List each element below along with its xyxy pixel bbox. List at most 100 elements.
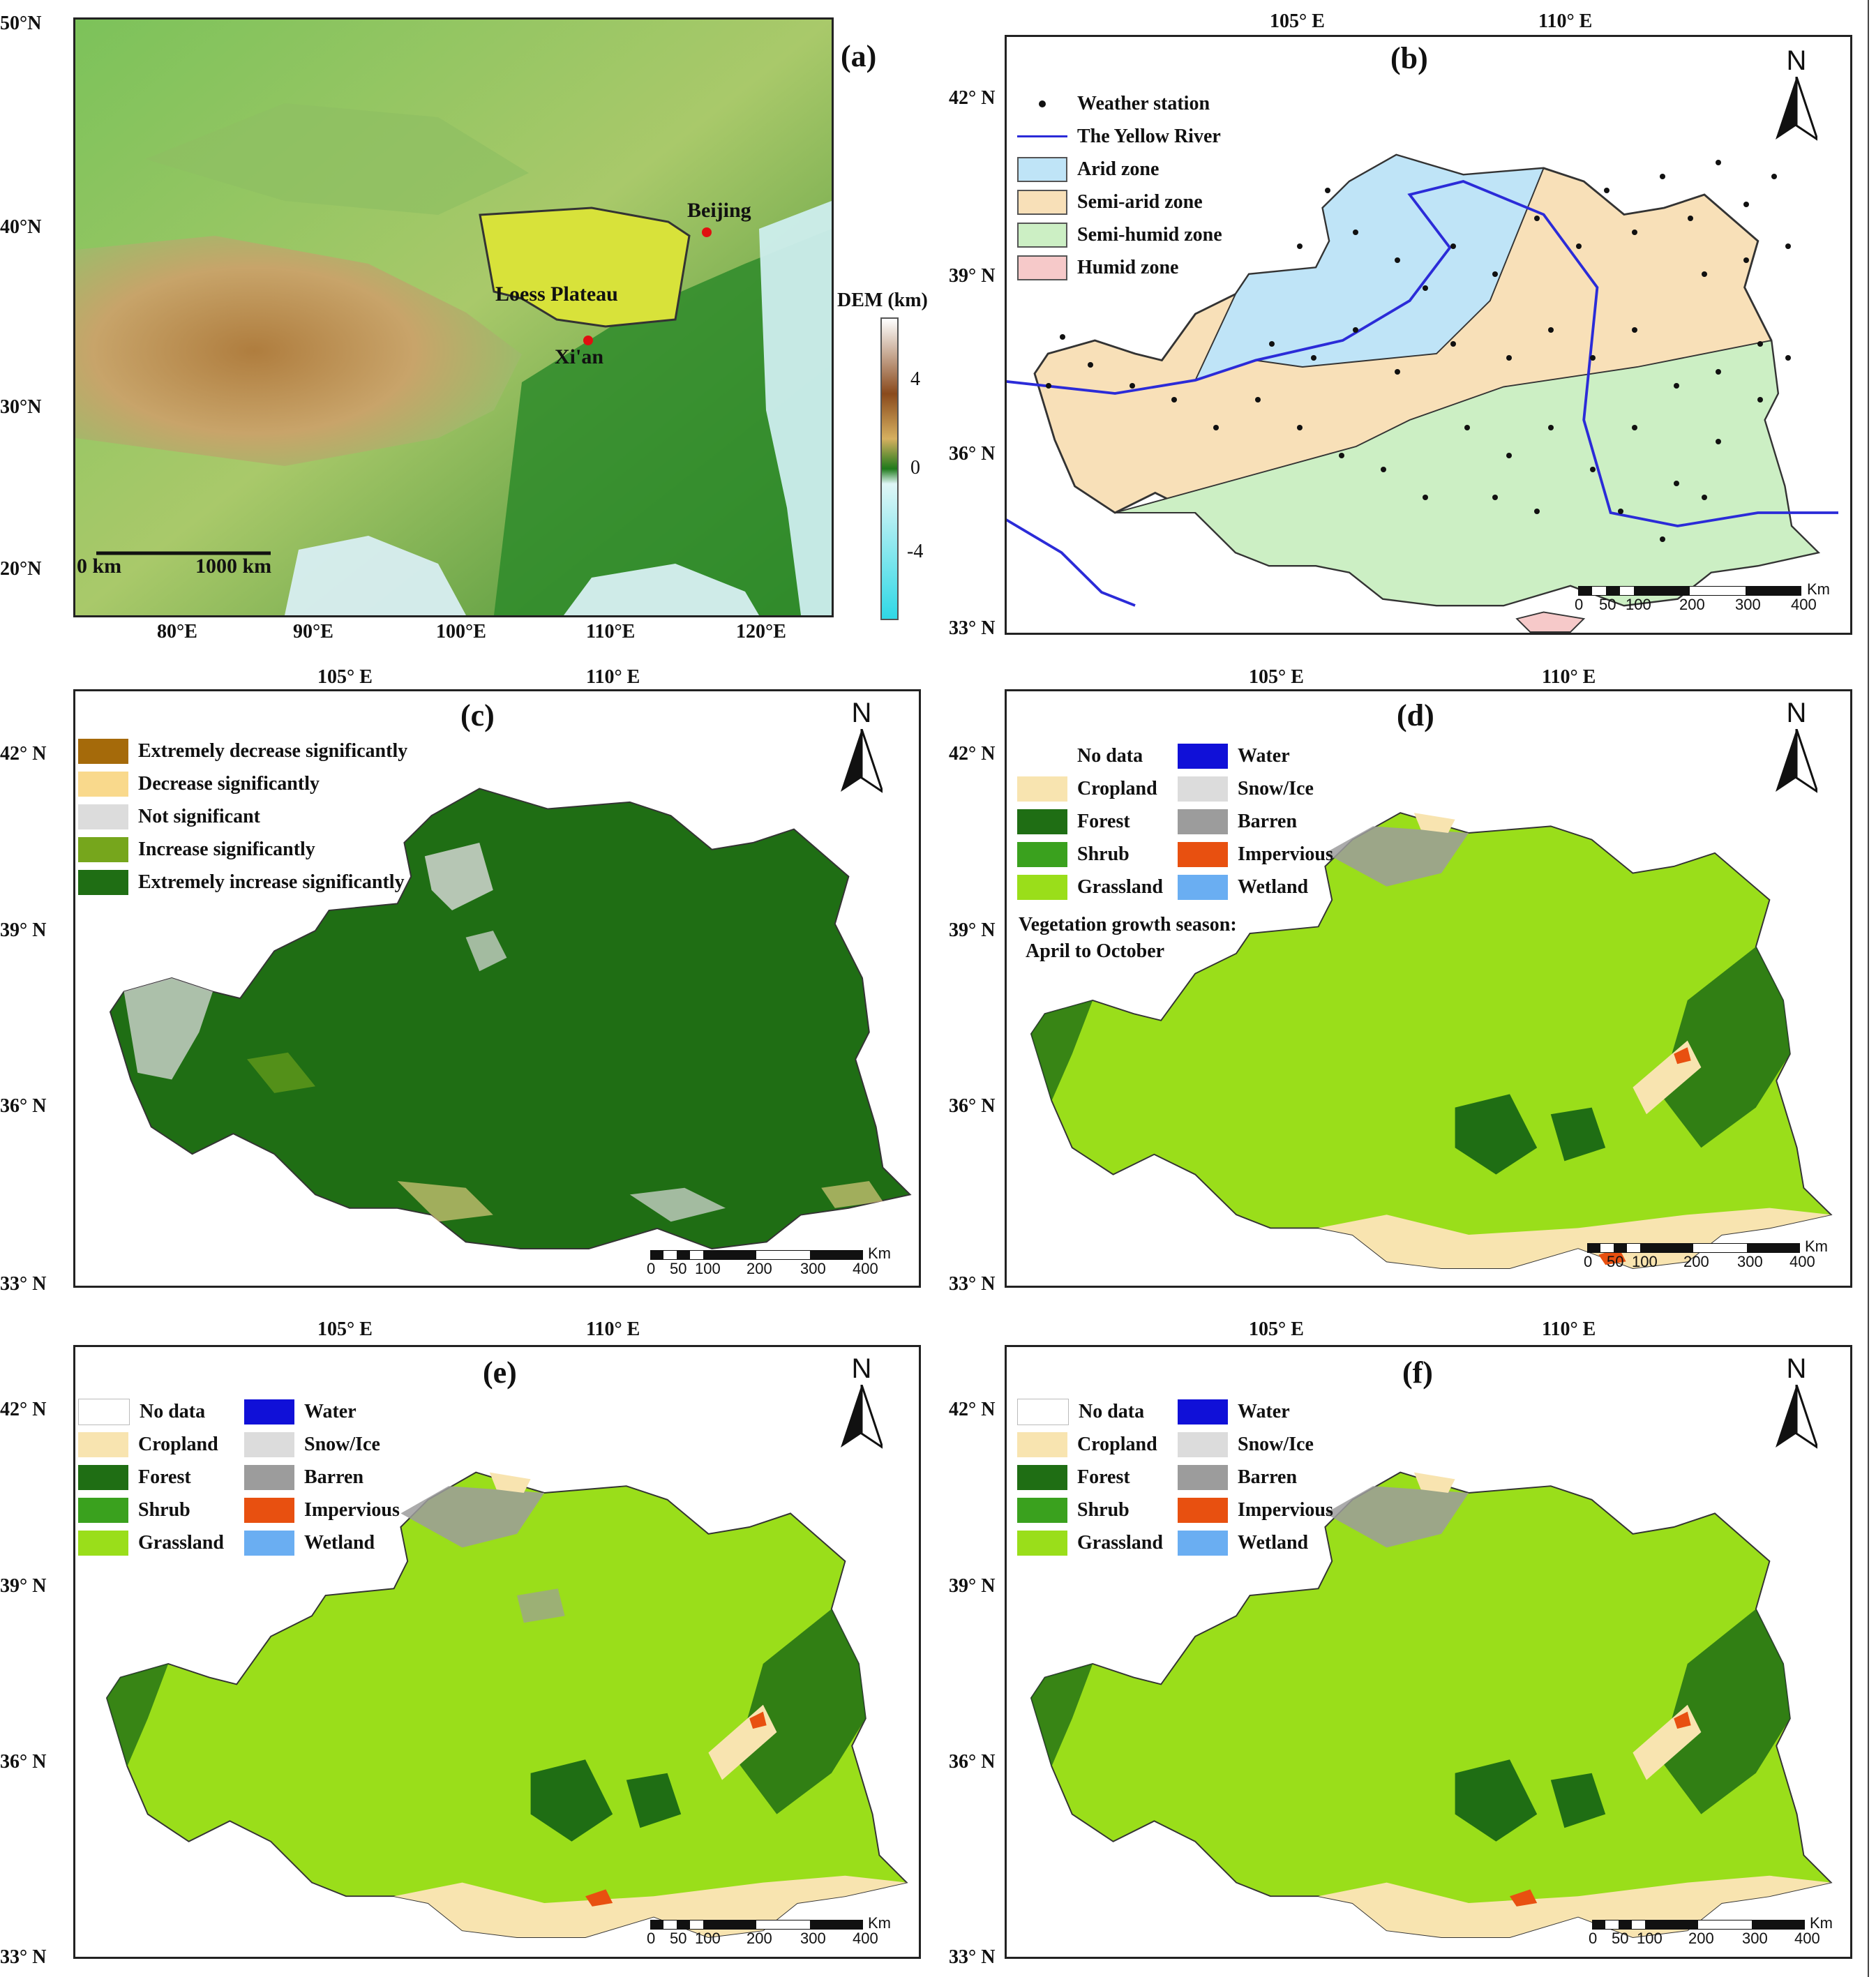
legend-label: Barren [1238, 1466, 1298, 1488]
legend-item: Humid zone [1017, 251, 1222, 284]
legend-item: Wetland [1178, 1526, 1333, 1559]
legend-swatch [244, 1431, 294, 1457]
scale-tick: 50 [1607, 1253, 1624, 1270]
legend-label: Wetland [1238, 1531, 1309, 1554]
panel-f-label: (f) [1402, 1355, 1433, 1390]
scale-unit: Km [868, 1245, 891, 1262]
north-arrow-icon [1776, 1385, 1817, 1449]
panel-d-lon-tick: 110° E [1542, 666, 1596, 688]
scale-tick: 300 [1737, 1253, 1763, 1270]
legend-label: Grassland [138, 1531, 224, 1554]
panel-c-north-arrow: N [841, 698, 883, 795]
legend-item: Snow/Ice [1178, 1428, 1333, 1461]
panel-d-lat-tick: 39° N [949, 919, 996, 941]
dem-colorbar [880, 317, 899, 620]
panel-b-climate-zone-map [1005, 35, 1852, 635]
scale-unit: Km [1807, 580, 1830, 598]
legend-item: Water [1178, 739, 1333, 772]
panel-a-dem-map [73, 17, 834, 617]
scale-tick: 400 [1794, 1930, 1820, 1947]
scale-tick: 100 [1632, 1253, 1658, 1270]
legend-label: Shrub [1077, 1498, 1130, 1521]
legend-swatch [1178, 743, 1228, 769]
colorbar-tick: -4 [907, 541, 924, 562]
legend-item: Grassland [1017, 1526, 1163, 1559]
scale-tick: 200 [1683, 1253, 1709, 1270]
legend-label: Water [1238, 744, 1290, 767]
legend-swatch [1017, 1431, 1067, 1457]
legend-swatch [78, 804, 128, 829]
legend-item: The Yellow River [1017, 120, 1222, 153]
legend-item: Cropland [1017, 1428, 1163, 1461]
scale-tick: 400 [853, 1260, 878, 1277]
panel-e-scalebar: 0 50 100 200 300 400 Km [647, 1914, 901, 1949]
scale-tick: 200 [1688, 1930, 1714, 1947]
legend-item: Wetland [244, 1526, 400, 1559]
legend-swatch [1178, 1464, 1228, 1490]
scale-tick: 50 [670, 1260, 687, 1277]
panel-e-legend-left: No data Cropland Forest Shrub Grassland [78, 1395, 224, 1559]
panel-d-label: (d) [1397, 698, 1434, 732]
panel-e-lat-tick: 36° N [0, 1751, 47, 1773]
legend-swatch [1178, 841, 1228, 867]
scale-tick: 400 [1791, 596, 1817, 613]
legend-swatch [78, 836, 128, 862]
scale-tick: 50 [1599, 596, 1616, 613]
scalebar-graphic [650, 1920, 863, 1930]
scale-tick: 200 [1679, 596, 1705, 613]
panel-b-legend: Weather station The Yellow River Arid zo… [1017, 87, 1222, 284]
panel-c-legend: Extremely decrease significantly Decreas… [78, 735, 407, 899]
legend-swatch [244, 1464, 294, 1490]
panel-f-landcover-map [1005, 1345, 1852, 1959]
panel-b-lat-tick: 36° N [949, 443, 996, 465]
legend-swatch [1178, 1431, 1228, 1457]
panel-e-landcover-map [73, 1345, 921, 1959]
panel-b-lat-tick: 39° N [949, 265, 996, 287]
legend-item: Impervious [1178, 1494, 1333, 1526]
legend-swatch [1017, 1398, 1069, 1425]
scalebar-graphic [1578, 586, 1801, 596]
scale-tick: 400 [853, 1930, 878, 1947]
scale-tick: 50 [670, 1930, 687, 1947]
legend-label: Snow/Ice [1238, 1433, 1314, 1455]
legend-swatch [78, 738, 128, 764]
legend-label: Forest [1077, 1466, 1130, 1488]
legend-label: Semi-arid zone [1077, 190, 1203, 213]
panel-f-lat-tick: 39° N [949, 1575, 996, 1597]
legend-item: Shrub [78, 1494, 224, 1526]
scale-tick: 300 [1735, 596, 1761, 613]
legend-item: Barren [244, 1461, 400, 1494]
legend-item: Shrub [1017, 1494, 1163, 1526]
legend-swatch [78, 1464, 128, 1490]
north-arrow-icon [841, 1385, 883, 1449]
legend-item: Grassland [1017, 871, 1163, 903]
panel-a-lon-tick: 80°E [157, 621, 197, 642]
panel-a-lon-tick: 120°E [736, 621, 786, 642]
legend-swatch [1017, 809, 1067, 834]
legend-label: Increase significantly [138, 838, 315, 860]
panel-a-lat-tick: 50°N [0, 13, 42, 34]
panel-b-lon-tick: 105° E [1270, 10, 1325, 32]
legend-item: Increase significantly [78, 833, 407, 866]
panel-e-lon-tick: 105° E [317, 1318, 373, 1340]
legend-swatch [1178, 1399, 1228, 1425]
legend-label: Grassland [1077, 1531, 1163, 1554]
scale-tick: 400 [1789, 1253, 1815, 1270]
legend-swatch [1178, 776, 1228, 802]
panel-a-lon-tick: 100°E [436, 621, 486, 642]
scale-1000-label: 1000 km [195, 555, 272, 578]
north-label: N [851, 1353, 872, 1384]
legend-swatch [244, 1497, 294, 1523]
scale-tick: 100 [1637, 1930, 1663, 1947]
legend-swatch [1017, 156, 1067, 182]
scale-tick: 100 [695, 1930, 721, 1947]
scale-tick: 300 [1742, 1930, 1768, 1947]
panel-c-lon-tick: 110° E [586, 666, 640, 688]
legend-item: Extremely increase significantly [78, 866, 407, 899]
scale-tick: 300 [800, 1930, 826, 1947]
legend-swatch [1017, 255, 1067, 280]
panel-d-north-arrow: N [1776, 698, 1817, 795]
xian-label: Xi'an [555, 345, 604, 368]
growth-season-note-line2: April to October [1026, 940, 1165, 962]
panel-f-lat-tick: 42° N [949, 1399, 996, 1420]
